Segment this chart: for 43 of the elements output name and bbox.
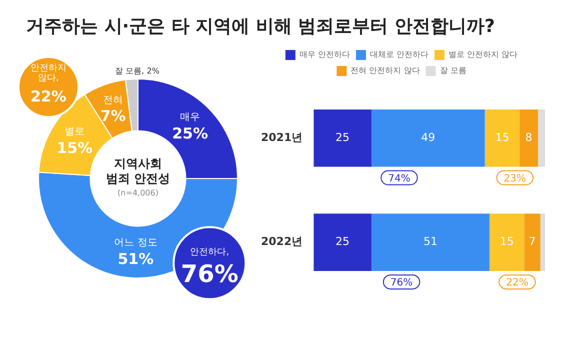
- data-label: 51: [423, 235, 438, 248]
- data-label: 15: [495, 130, 510, 144]
- bar: [540, 214, 545, 271]
- legend-label: 잘 모름: [440, 66, 466, 76]
- slice-label: 별로: [64, 126, 85, 138]
- data-label: 7%: [100, 107, 126, 126]
- data-label: 25%: [172, 124, 208, 142]
- text: 안전하다, 76%: [180, 248, 238, 288]
- annotation: 74%: [388, 173, 410, 184]
- slice-label: 전혀: [103, 94, 124, 106]
- y-tick-label: 2021년: [260, 130, 303, 144]
- text: (n=4,006): [118, 188, 158, 198]
- bar: [484, 109, 520, 167]
- bar: [524, 214, 540, 271]
- data-label: 15%: [56, 138, 93, 157]
- annotation: 76%: [390, 278, 413, 289]
- data-label: 51%: [118, 250, 154, 268]
- bar: [538, 109, 545, 167]
- data-label: 25: [336, 130, 350, 144]
- y-tick-label: 2022년: [260, 235, 303, 248]
- slice-label: 매우: [180, 112, 200, 124]
- data-label: 7: [528, 235, 536, 248]
- bar: [314, 109, 372, 167]
- bar: [314, 214, 372, 271]
- bar: [520, 109, 538, 167]
- slice-label: 어느 정도: [114, 238, 158, 249]
- text: 안전하지 않다, 22%: [30, 63, 66, 106]
- annotation: 23%: [504, 173, 526, 184]
- slice-label: 잘 모름, 2%: [115, 66, 160, 76]
- data-label: 25: [336, 235, 350, 248]
- data-label: 15: [500, 235, 514, 248]
- annotation: 22%: [506, 278, 528, 289]
- legend-label: 별로 안전하지 않다: [448, 50, 518, 60]
- chart-title: 거주하는 시·군은 타 지역에 비해 범죄로부터 안전합니까?: [25, 15, 496, 39]
- legend-label: 대체로 안전하다: [370, 50, 429, 60]
- data-label: 49: [421, 130, 436, 144]
- legend-label: 매우 안전하다: [299, 50, 350, 60]
- data-label: 8: [525, 130, 532, 144]
- legend-label: 전혀 안전하지 않다: [350, 66, 420, 76]
- bar: [371, 109, 485, 167]
- bar: [489, 214, 524, 271]
- text: 지역사회 범죄 안전성: [106, 156, 170, 186]
- bar: [371, 214, 490, 271]
